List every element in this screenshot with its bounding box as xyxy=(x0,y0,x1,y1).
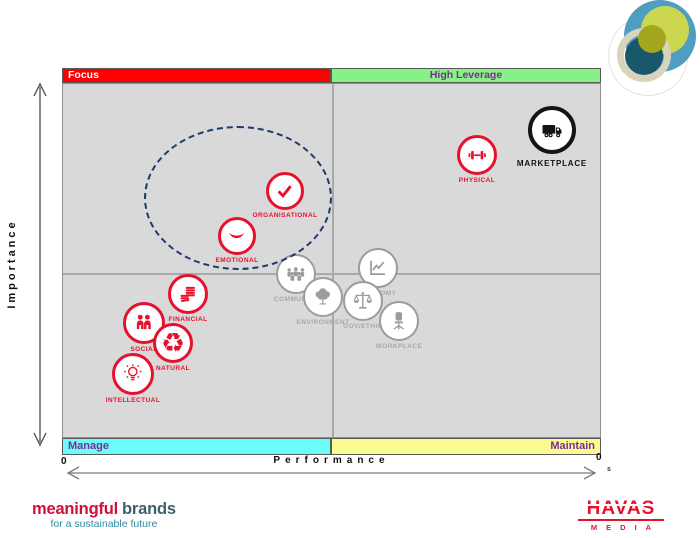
meaningful-brands-logo: meaningful brands for a sustainable futur… xyxy=(32,500,176,530)
quadrant-header-manage: Manage xyxy=(62,438,331,455)
bubble-gov-ethic: GOV/ETHIC xyxy=(343,281,383,330)
bubble-label-marketplace: MARKETPLACE xyxy=(516,159,588,168)
x-axis-arrow xyxy=(66,466,597,480)
y-axis-label: Importance xyxy=(6,219,18,309)
bubble-workplace: WORKPLACE xyxy=(376,301,422,350)
bubble-label-workplace: WORKPLACE xyxy=(375,343,423,350)
tree-icon xyxy=(303,277,343,317)
scales-icon xyxy=(343,281,383,321)
dumbbell-icon xyxy=(457,135,497,175)
brands-word: brands xyxy=(122,500,176,518)
x-axis-min: 0 xyxy=(61,456,67,467)
bubble-label-organisational: ORGANISATIONAL xyxy=(252,212,318,219)
quadrant-header-high-leverage: High Leverage xyxy=(331,68,601,83)
truck-icon xyxy=(528,106,576,154)
highlight-ellipse xyxy=(144,126,332,270)
bubble-label-intellectual: INTELLECTUAL xyxy=(105,397,161,404)
bubble-label-financial: FINANCIAL xyxy=(168,316,208,323)
bubble-physical: PHYSICAL xyxy=(457,135,497,184)
quadrant-header-focus: Focus xyxy=(62,68,331,83)
x-axis-max: 0 xyxy=(596,452,602,463)
bubble-label-social: SOCIAL xyxy=(130,346,158,353)
recycle-icon: ♻︎ xyxy=(153,323,193,363)
havas-division: MEDIA xyxy=(590,523,661,532)
bubble-emotional: EMOTIONAL xyxy=(215,217,258,264)
meaningful-word: meaningful xyxy=(32,500,119,518)
chair-icon xyxy=(379,301,419,341)
havas-media-logo: HAVAS MEDIA xyxy=(578,499,664,532)
bubble-label-natural: NATURAL xyxy=(155,365,191,372)
havas-wordmark: HAVAS xyxy=(578,499,664,518)
bubble-label-community: COMMUNITY xyxy=(273,296,319,303)
meaningful-brands-tagline: for a sustainable future xyxy=(50,518,158,530)
havas-text: HAVAS xyxy=(586,498,656,519)
havas-rule xyxy=(578,519,664,521)
bubble-label-physical: PHYSICAL xyxy=(458,177,496,184)
coins-icon xyxy=(168,274,208,314)
bubble-natural: ♻︎ NATURAL xyxy=(153,323,193,372)
x-axis-label: Performance xyxy=(273,455,390,466)
vertical-midline xyxy=(332,84,334,437)
bubble-intellectual: INTELLECTUAL xyxy=(106,353,160,404)
bubble-label-emotional: EMOTIONAL xyxy=(215,257,259,264)
meaningful-brands-logo-mark xyxy=(600,0,700,100)
y-axis-arrow xyxy=(33,82,47,447)
bulb-icon xyxy=(112,353,154,395)
logo-circle-olive xyxy=(638,25,666,53)
check-icon xyxy=(266,172,304,210)
bubble-label-environment: ENVIRONMENT xyxy=(296,319,350,326)
x-axis-max-suffix: s xyxy=(607,466,611,473)
quadrant-header-maintain: Maintain xyxy=(331,438,601,455)
meaningful-brands-wordmark: meaningful brands xyxy=(32,500,176,518)
havas-wordmark-gap xyxy=(579,504,663,506)
bubble-environment: ENVIRONMENT xyxy=(297,277,349,326)
bubble-financial: FINANCIAL xyxy=(168,274,208,323)
bubble-organisational: ORGANISATIONAL xyxy=(252,172,317,219)
quadrant-plot-area: COMMUNITYECONOMYENVIRONMENTGOV/ETHICWORK… xyxy=(62,83,601,438)
horizontal-midline xyxy=(63,273,600,275)
bubble-marketplace: MARKETPLACE xyxy=(517,106,586,168)
bubble-label-gov-ethic: GOV/ETHIC xyxy=(343,323,383,330)
smile-icon xyxy=(218,217,256,255)
